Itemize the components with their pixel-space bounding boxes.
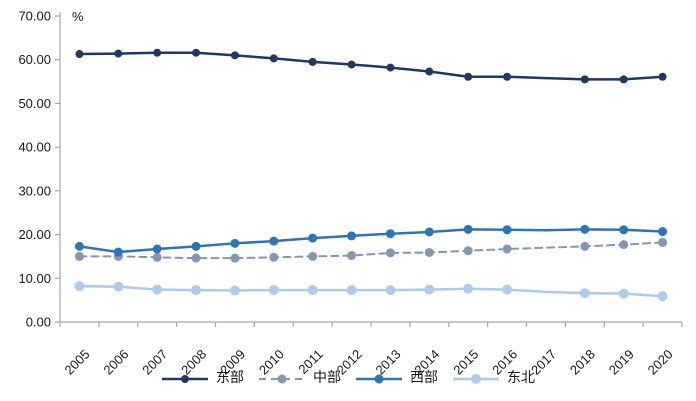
- data-point: [385, 285, 396, 296]
- legend-label: 中部: [313, 371, 341, 386]
- data-point: [346, 285, 357, 296]
- data-point: [230, 253, 240, 263]
- series-line-东部: [78, 51, 664, 81]
- data-point: [152, 252, 162, 262]
- legend-line-sample: [162, 375, 208, 383]
- y-tick-label: 30.00: [18, 183, 51, 198]
- data-point: [192, 48, 201, 57]
- data-point: [580, 224, 590, 234]
- data-point: [619, 225, 629, 235]
- data-point: [75, 50, 84, 59]
- data-point: [74, 251, 84, 261]
- data-point: [113, 247, 123, 257]
- y-tick-label: 0.00: [26, 315, 51, 330]
- legend-line-sample: [259, 374, 305, 384]
- data-point: [269, 54, 278, 63]
- data-point: [424, 284, 435, 295]
- data-point: [191, 285, 202, 296]
- series-line-中部: [78, 241, 664, 260]
- data-point: [74, 241, 84, 251]
- y-tick-label: 60.00: [18, 52, 51, 67]
- data-point: [230, 238, 240, 248]
- y-tick-label: 70.00: [18, 9, 51, 24]
- data-point: [347, 231, 357, 241]
- data-point: [657, 291, 668, 302]
- data-point: [269, 236, 279, 246]
- legend-item-东部: 东部: [161, 372, 244, 386]
- series-line-东北: [78, 284, 664, 298]
- y-tick-label: 40.00: [18, 140, 51, 155]
- data-point: [658, 237, 668, 247]
- data-point: [308, 233, 318, 243]
- data-point: [308, 57, 317, 66]
- y-tick-label: 20.00: [18, 227, 51, 242]
- legend-label: 东部: [216, 371, 244, 386]
- data-point: [464, 72, 473, 81]
- data-point: [580, 241, 590, 251]
- data-point: [502, 225, 512, 235]
- data-point: [269, 252, 279, 262]
- legend-item-东北: 东北: [452, 372, 535, 386]
- data-point: [618, 288, 629, 299]
- data-point: [658, 72, 667, 81]
- data-point: [619, 75, 628, 84]
- data-point: [463, 224, 473, 234]
- data-point: [230, 51, 239, 60]
- data-point: [268, 285, 279, 296]
- legend-label: 西部: [410, 371, 438, 386]
- data-point: [580, 75, 589, 84]
- data-point: [347, 60, 356, 69]
- legend-item-中部: 中部: [258, 372, 341, 386]
- data-point: [619, 240, 629, 250]
- data-point: [385, 248, 395, 258]
- data-point: [579, 288, 590, 299]
- data-point: [229, 285, 240, 296]
- data-point: [424, 227, 434, 237]
- data-point: [502, 244, 512, 254]
- data-point: [307, 285, 318, 296]
- legend-item-西部: 西部: [355, 372, 438, 386]
- data-point: [502, 284, 513, 295]
- data-point: [152, 284, 163, 295]
- data-point: [74, 281, 85, 292]
- data-point: [152, 244, 162, 254]
- data-point: [463, 246, 473, 256]
- data-point: [191, 241, 201, 251]
- y-axis-unit-label: %: [72, 9, 84, 24]
- legend-line-sample: [356, 374, 402, 384]
- legend-label: 东北: [507, 371, 535, 386]
- data-point: [386, 63, 395, 72]
- legend-line-sample: [453, 374, 499, 384]
- data-point: [463, 283, 474, 294]
- data-point: [385, 229, 395, 239]
- data-point: [308, 251, 318, 261]
- data-point: [425, 67, 434, 76]
- series-line-西部: [78, 228, 664, 254]
- data-point: [424, 247, 434, 257]
- data-point: [503, 72, 512, 81]
- y-tick-label: 10.00: [18, 271, 51, 286]
- data-point: [153, 48, 162, 57]
- chart-legend: 东部 中部 西部 东北: [0, 372, 696, 386]
- data-point: [347, 251, 357, 261]
- data-point: [658, 227, 668, 237]
- data-point: [191, 253, 201, 263]
- data-point: [114, 49, 123, 58]
- data-point: [113, 281, 124, 292]
- y-tick-label: 50.00: [18, 96, 51, 111]
